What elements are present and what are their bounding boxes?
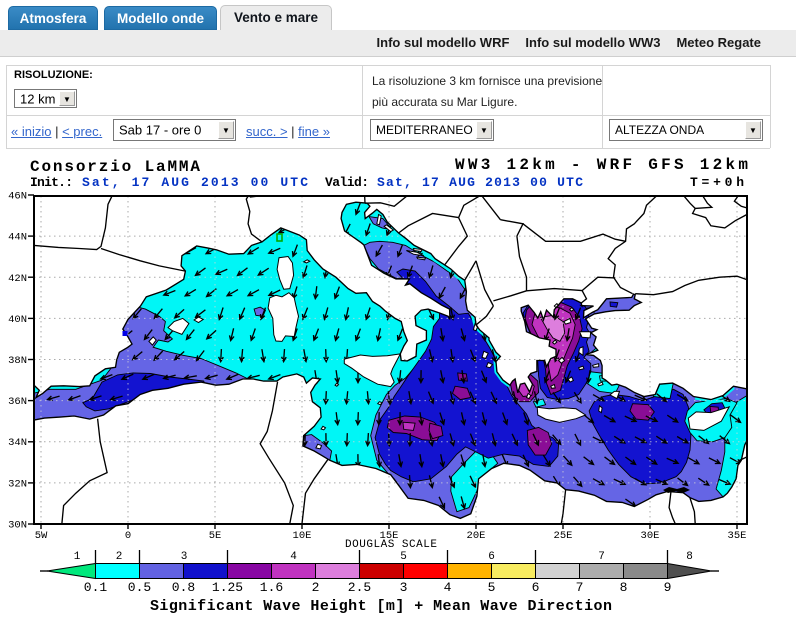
svg-text:4: 4 <box>444 580 452 595</box>
svg-text:2.5: 2.5 <box>348 580 371 595</box>
svg-text:Sat, 17 AUG 2013 00 UTC: Sat, 17 AUG 2013 00 UTC <box>377 175 583 190</box>
svg-text:Valid:: Valid: <box>325 175 369 190</box>
svg-text:36N: 36N <box>8 396 27 408</box>
svg-text:20E: 20E <box>467 530 486 542</box>
svg-text:0.1: 0.1 <box>84 580 108 595</box>
svg-text:0: 0 <box>125 530 131 542</box>
svg-text:30N: 30N <box>8 520 27 532</box>
svg-text:44N: 44N <box>8 232 27 244</box>
svg-text:1: 1 <box>74 551 81 563</box>
svg-text:6: 6 <box>488 551 495 563</box>
svg-text:5: 5 <box>488 580 496 595</box>
svg-text:1.25: 1.25 <box>212 580 243 595</box>
svg-text:8: 8 <box>686 551 693 563</box>
svg-text:15E: 15E <box>380 530 399 542</box>
svg-text:8: 8 <box>620 580 628 595</box>
svg-text:9: 9 <box>664 580 672 595</box>
svg-text:7: 7 <box>576 580 584 595</box>
svg-text:T=+0h: T=+0h <box>690 175 744 190</box>
svg-text:Significant Wave Height [m] +: Significant Wave Height [m] + Mean Wave … <box>150 598 612 615</box>
svg-text:6: 6 <box>532 580 540 595</box>
svg-text:0.8: 0.8 <box>172 580 195 595</box>
svg-text:2: 2 <box>116 551 123 563</box>
svg-text:Consorzio LaMMA: Consorzio LaMMA <box>30 158 200 176</box>
svg-text:5E: 5E <box>209 530 222 542</box>
svg-text:40N: 40N <box>8 314 27 326</box>
svg-text:DOUGLAS SCALE: DOUGLAS SCALE <box>345 539 437 551</box>
svg-text:3: 3 <box>181 551 188 563</box>
svg-text:34N: 34N <box>8 437 27 449</box>
svg-text:0.5: 0.5 <box>128 580 151 595</box>
svg-text:Init.:: Init.: <box>30 175 73 190</box>
svg-text:25E: 25E <box>554 530 573 542</box>
svg-text:Sat, 17 AUG 2013 00 UTC: Sat, 17 AUG 2013 00 UTC <box>82 175 308 190</box>
svg-text:35E: 35E <box>728 530 747 542</box>
svg-text:10E: 10E <box>293 530 312 542</box>
svg-text:32N: 32N <box>8 478 27 490</box>
svg-text:46N: 46N <box>8 191 27 203</box>
svg-text:30E: 30E <box>641 530 660 542</box>
svg-text:WW3 12km - WRF GFS 12km: WW3 12km - WRF GFS 12km <box>455 156 748 174</box>
svg-text:42N: 42N <box>8 273 27 285</box>
svg-text:4: 4 <box>290 551 297 563</box>
svg-text:1.6: 1.6 <box>260 580 283 595</box>
svg-text:2: 2 <box>312 580 320 595</box>
svg-text:5: 5 <box>400 551 407 563</box>
svg-text:3: 3 <box>400 580 408 595</box>
svg-text:7: 7 <box>598 551 605 563</box>
svg-text:5W: 5W <box>35 530 48 542</box>
svg-text:38N: 38N <box>8 355 27 367</box>
